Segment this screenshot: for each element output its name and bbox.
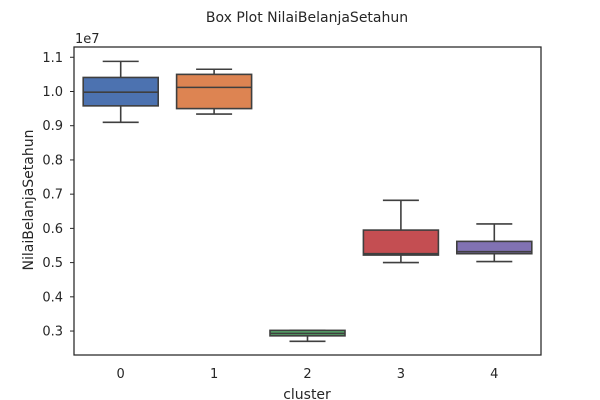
y-tick-label: 0.7	[42, 188, 63, 203]
y-tick-label: 1.1	[42, 51, 63, 66]
x-tick-label: 3	[397, 367, 405, 382]
x-axis-label: cluster	[283, 387, 331, 400]
y-axis-label: NilaiBelanjaSetahun	[21, 130, 37, 271]
chart-title: Box Plot NilaiBelanjaSetahun	[206, 10, 408, 26]
x-tick-label: 0	[117, 367, 125, 382]
x-tick-label: 2	[303, 367, 311, 382]
y-tick-label: 0.9	[42, 119, 63, 134]
x-tick-label: 1	[210, 367, 218, 382]
y-offset-label: 1e7	[75, 32, 100, 47]
box-2	[269, 329, 346, 343]
y-tick-label: 1.0	[42, 85, 63, 100]
box-series	[82, 60, 533, 343]
y-tick-label: 0.5	[42, 256, 63, 271]
iqr-box	[455, 240, 533, 255]
x-tick-label: 4	[490, 367, 498, 382]
y-ticks: 0.3 0.4 0.5 0.6 0.7 0.8 0.9 1.0 1.1	[42, 51, 74, 340]
box-0	[82, 60, 159, 124]
x-ticks: 0 1 2 3 4	[117, 367, 499, 382]
plot-frame	[73, 46, 542, 356]
box-1	[175, 68, 253, 115]
box-3	[362, 199, 440, 264]
y-tick-label: 0.8	[42, 153, 63, 168]
y-tick-label: 0.3	[42, 325, 63, 340]
iqr-box	[175, 73, 253, 110]
box-4	[455, 223, 533, 263]
iqr-box	[362, 229, 440, 256]
y-tick-label: 0.4	[42, 290, 63, 305]
y-tick-label: 0.6	[42, 222, 63, 237]
